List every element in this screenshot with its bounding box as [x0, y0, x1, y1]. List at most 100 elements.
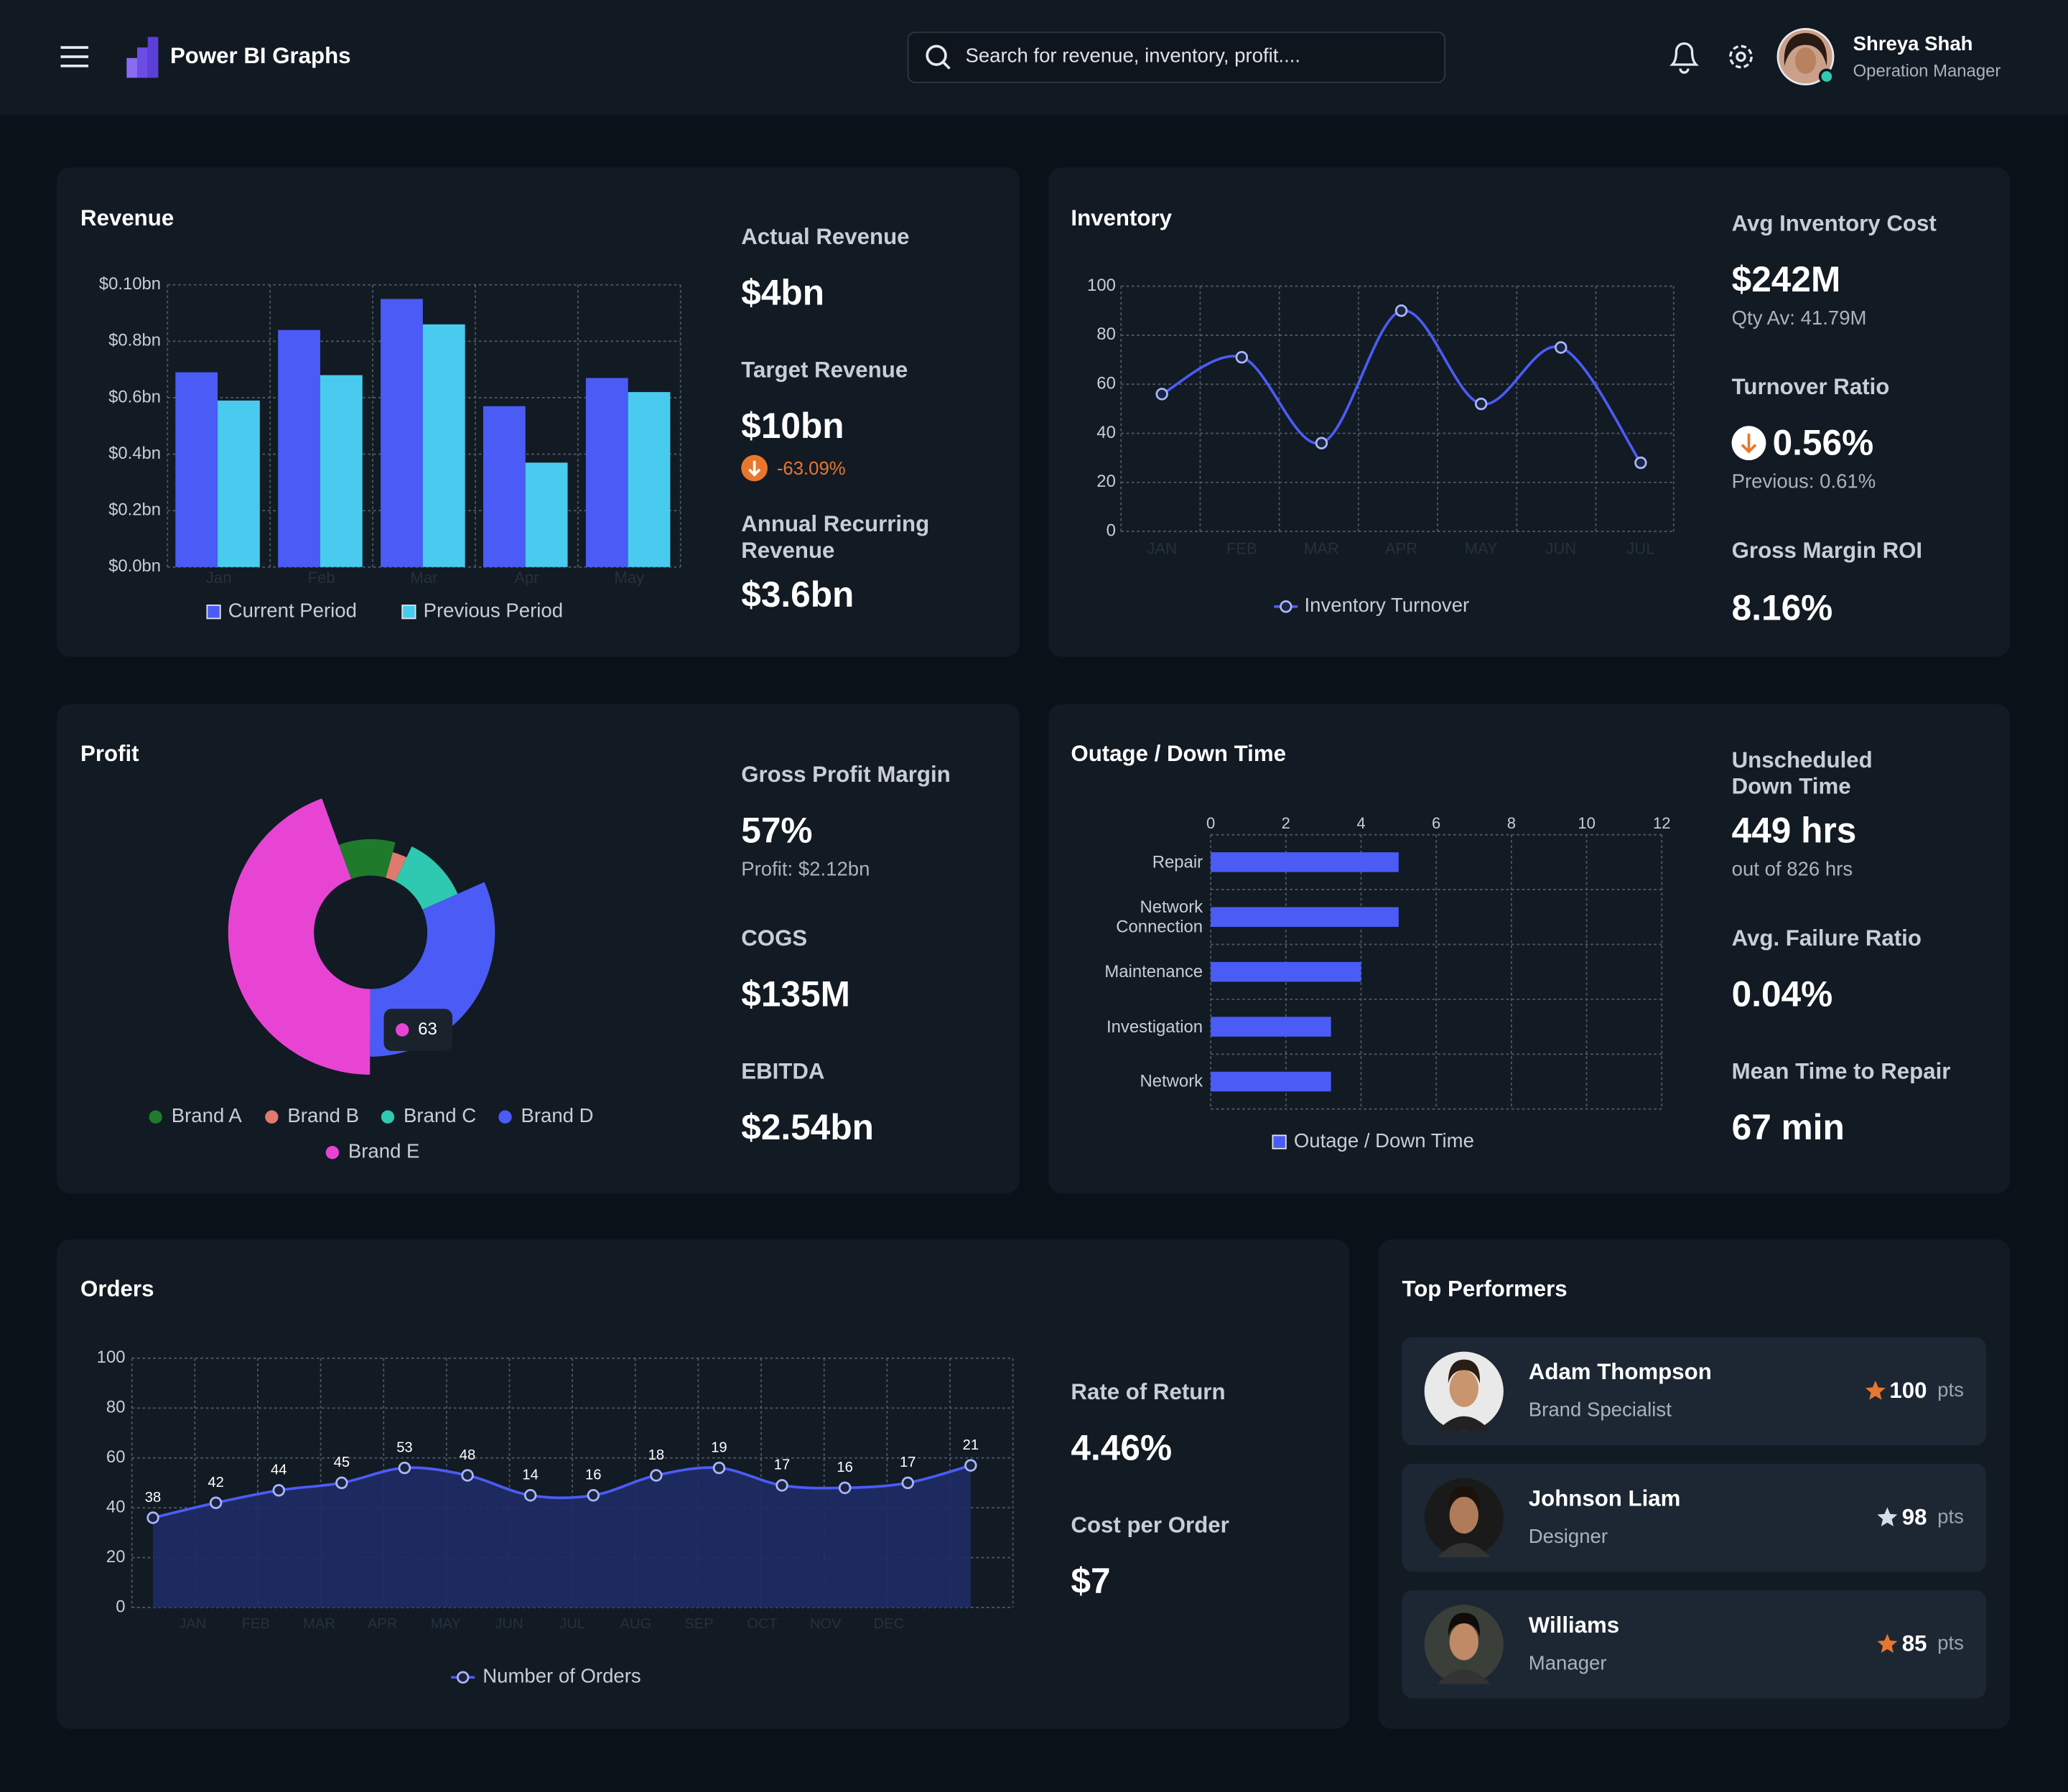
points-unit: pts	[1937, 1379, 1964, 1402]
x-tick-label: JUL	[559, 1616, 585, 1632]
legend-swatch	[1272, 1134, 1287, 1149]
y-tick-label: $0.8bn	[108, 331, 161, 350]
legend-label: Brand E	[348, 1140, 420, 1162]
bell-icon[interactable]	[1669, 42, 1700, 74]
point-label: 17	[900, 1455, 916, 1470]
search-box[interactable]	[907, 32, 1446, 83]
x-tick-label: JUN	[1545, 540, 1576, 558]
kpi-value: $10bn	[741, 406, 844, 446]
y-tick-label: Network	[1140, 1071, 1203, 1091]
marker	[1634, 456, 1647, 470]
y-tick-label: Repair	[1152, 851, 1203, 872]
avatar	[1448, 1485, 1480, 1511]
x-tick-label: Apr	[514, 569, 539, 587]
point-label: 16	[585, 1467, 601, 1483]
legend-label: Outage / Down Time	[1294, 1129, 1474, 1152]
marker	[1155, 388, 1168, 401]
brand-name: Power BI Graphs	[169, 43, 351, 69]
performer-role: Brand Specialist	[1528, 1399, 1672, 1422]
bar	[1211, 1071, 1331, 1092]
bar	[381, 299, 423, 567]
marker	[146, 1511, 159, 1524]
kpi-label: Cost per Order	[1071, 1512, 1229, 1538]
y-tick-label: $0.0bn	[108, 556, 161, 576]
y-tick-label: 40	[1096, 423, 1116, 442]
user-name: Shreya Shah	[1853, 32, 1973, 56]
x-tick-label: 0	[1206, 814, 1215, 832]
legend-swatch	[456, 1671, 470, 1684]
kpi-value: $2.54bn	[741, 1107, 874, 1147]
marker	[461, 1469, 474, 1482]
tooltip-value: 63	[418, 1019, 437, 1039]
point-label: 21	[963, 1437, 979, 1453]
outage-card	[1048, 704, 2011, 1194]
x-tick-label: JAN	[1147, 540, 1177, 558]
y-tick-label: 80	[106, 1398, 126, 1417]
y-tick-label: 80	[1096, 325, 1116, 344]
performer-name: Johnson Liam	[1528, 1485, 1681, 1511]
y-tick-label: 20	[106, 1547, 126, 1567]
legend-swatch	[265, 1110, 279, 1124]
kpi-value: $4bn	[741, 272, 825, 312]
performer-role: Manager	[1528, 1652, 1607, 1675]
y-tick-label: 0	[116, 1597, 125, 1616]
legend-label: Current Period	[228, 599, 357, 622]
search-icon	[926, 45, 951, 70]
pie-slice	[395, 846, 458, 910]
x-tick-label: SEP	[684, 1616, 713, 1632]
avatar	[1438, 1542, 1491, 1558]
kpi-subtext: out of 826 hrs	[1731, 858, 1853, 881]
legend-label: Number of Orders	[483, 1665, 641, 1687]
kpi-value: $7	[1071, 1561, 1111, 1601]
marker	[1235, 350, 1249, 364]
star-icon	[1877, 1633, 1898, 1653]
kpi-value: 67 min	[1731, 1107, 1845, 1147]
marker	[838, 1481, 852, 1495]
legend-label: Brand C	[404, 1104, 476, 1126]
y-tick-label: 100	[1087, 276, 1116, 295]
x-tick-label: 10	[1578, 814, 1596, 832]
x-tick-label: Feb	[308, 569, 335, 587]
search-placeholder[interactable]: Search for revenue, inventory, profit...…	[965, 45, 1301, 67]
marker	[776, 1479, 788, 1492]
kpi-label: Mean Time to Repair	[1731, 1058, 1951, 1084]
point-label: 18	[648, 1447, 664, 1463]
star-icon	[1865, 1381, 1886, 1400]
kpi-label: Avg Inventory Cost	[1731, 210, 1937, 236]
point-label: 19	[711, 1439, 727, 1455]
marker	[209, 1496, 223, 1509]
card-title: Top Performers	[1402, 1276, 1568, 1302]
card-title: Inventory	[1071, 205, 1172, 231]
kpi-label: Gross Margin ROI	[1731, 538, 1923, 563]
x-tick-label: 2	[1282, 814, 1290, 832]
x-tick-label: AUG	[620, 1616, 651, 1632]
trend-icon	[1741, 434, 1757, 454]
bar	[422, 324, 465, 567]
inventory-card	[1048, 167, 2011, 657]
kpi-label: Turnover Ratio	[1731, 374, 1890, 400]
marker	[901, 1476, 914, 1490]
point-label: 17	[774, 1457, 790, 1473]
bar	[320, 375, 363, 567]
legend-label: Brand B	[287, 1104, 359, 1126]
avatar	[1448, 1613, 1480, 1637]
marker	[712, 1461, 726, 1475]
y-tick-label: 60	[106, 1447, 126, 1467]
y-tick-label: 0	[1107, 521, 1116, 541]
x-tick-label: 6	[1432, 814, 1440, 832]
bar	[1211, 852, 1399, 872]
point-label: 14	[522, 1467, 538, 1483]
x-tick-label: APR	[1385, 540, 1417, 558]
menu-icon[interactable]	[60, 46, 89, 67]
kpi-label: EBITDA	[741, 1058, 825, 1084]
x-tick-label: MAR	[303, 1616, 335, 1632]
point-label: 44	[271, 1462, 287, 1478]
x-tick-label: JUN	[495, 1616, 523, 1632]
kpi-value: 4.46%	[1071, 1427, 1173, 1467]
kpi-value: 8.16%	[1731, 587, 1833, 627]
user-avatar[interactable]	[1776, 28, 1835, 85]
settings-icon[interactable]	[1729, 45, 1753, 69]
kpi-value: 0.04%	[1731, 974, 1833, 1014]
marker	[523, 1489, 537, 1502]
